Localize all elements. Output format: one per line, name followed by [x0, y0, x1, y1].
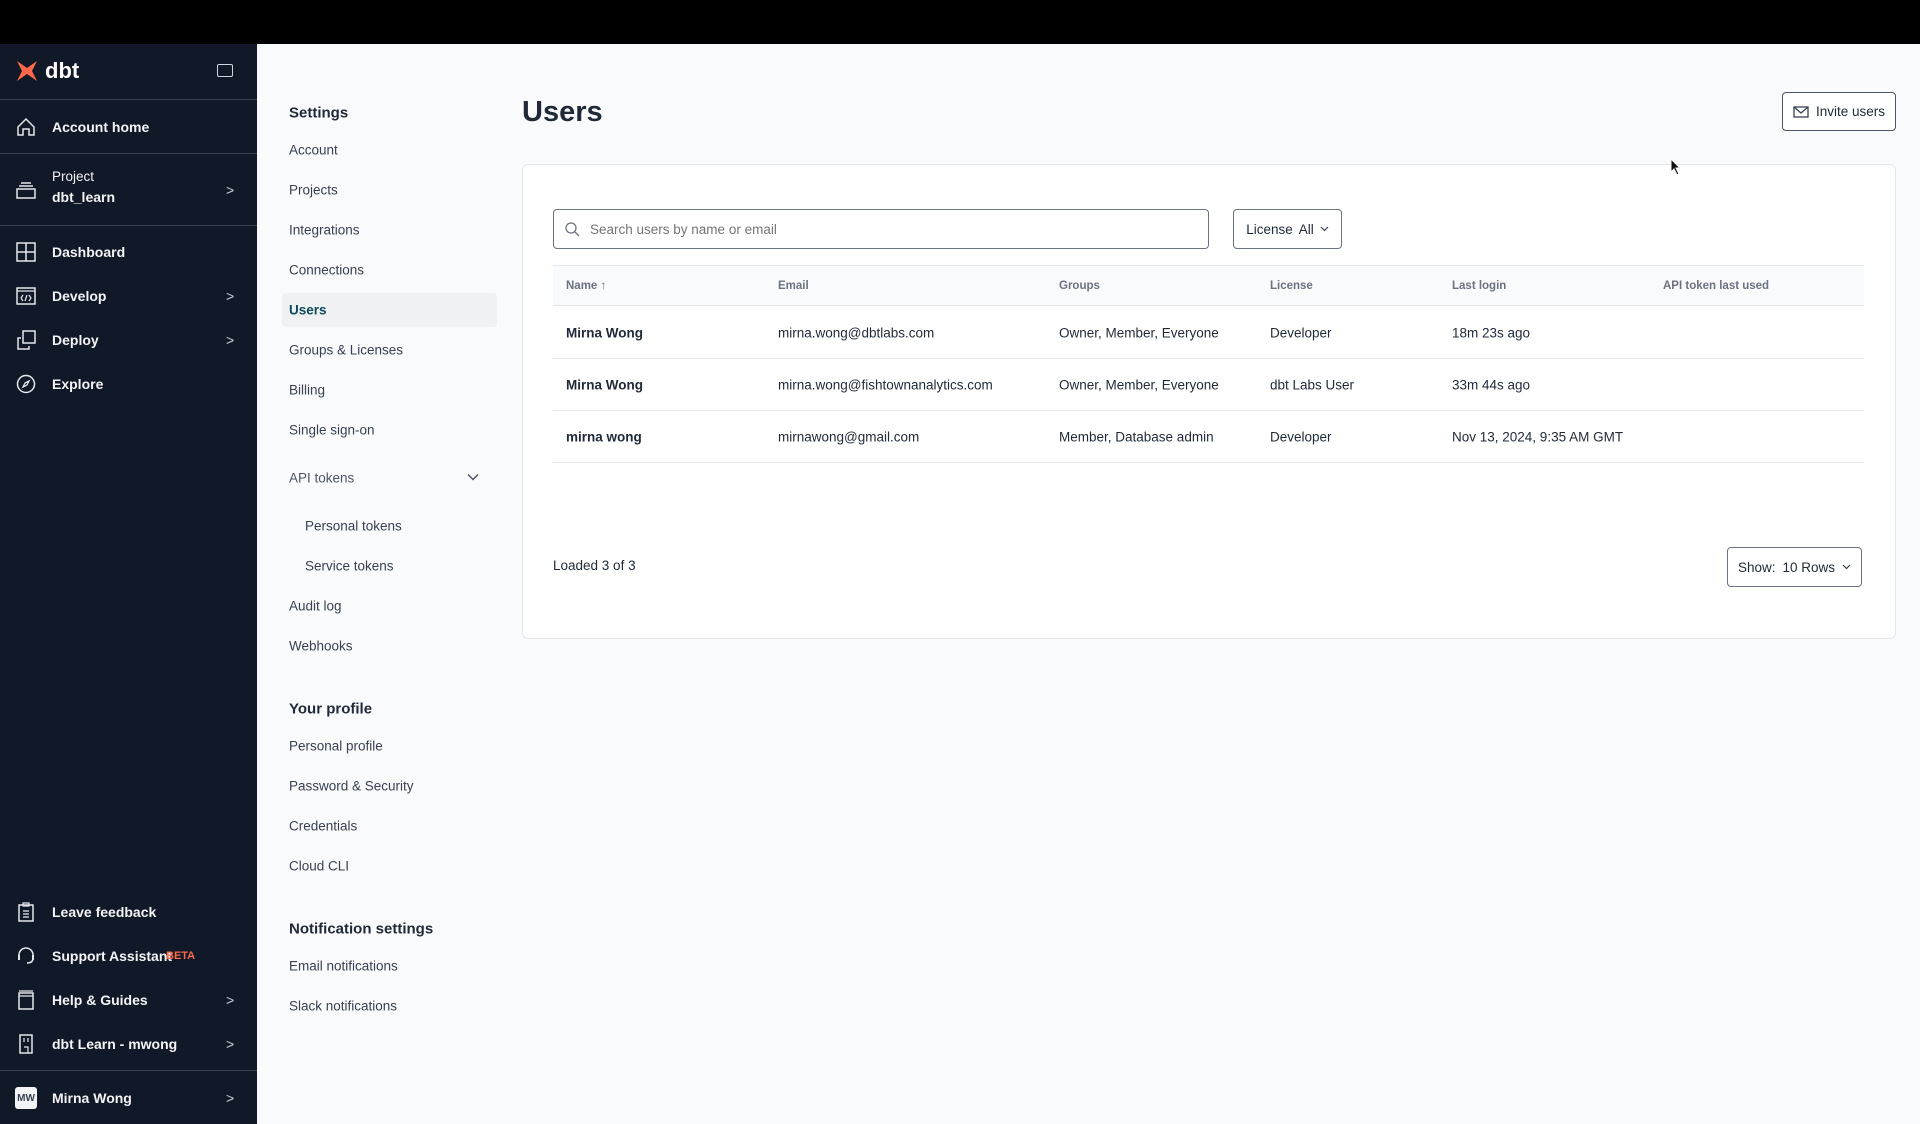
column-header-groups: Groups: [1059, 280, 1100, 292]
sort-ascending-icon: ↑: [600, 280, 607, 292]
clipboard-icon: [15, 901, 37, 923]
invite-users-button[interactable]: Invite users: [1782, 92, 1896, 131]
sidebar-item-leave-feedback[interactable]: Leave feedback: [0, 894, 257, 930]
settings-nav-credentials[interactable]: Credentials: [289, 818, 358, 834]
settings-nav-audit-log[interactable]: Audit log: [289, 598, 342, 614]
dashboard-icon: [15, 241, 37, 263]
row-divider: [553, 410, 1864, 411]
sidebar-item-support-assistant[interactable]: Support Assistant BETA: [0, 938, 257, 974]
column-header-name[interactable]: Name ↑: [566, 280, 607, 292]
compass-icon: [15, 373, 37, 395]
cell-name: mirna wong: [566, 429, 642, 445]
deploy-icon: [15, 329, 37, 351]
cell-last-login: Nov 13, 2024, 9:35 AM GMT: [1452, 429, 1624, 445]
sidebar-item-account-switcher[interactable]: dbt Learn - mwong >: [0, 1026, 257, 1062]
rows-per-page-dropdown[interactable]: Show: 10 Rows: [1727, 547, 1862, 587]
cell-groups: Member, Database admin: [1059, 429, 1214, 445]
settings-nav-personal-tokens[interactable]: Personal tokens: [305, 518, 402, 534]
settings-nav-projects[interactable]: Projects: [289, 182, 338, 198]
table-header: [553, 265, 1864, 306]
row-divider: [553, 358, 1864, 359]
column-header-api-token: API token last used: [1663, 280, 1770, 292]
cell-email: mirnawong@gmail.com: [778, 429, 920, 445]
project-icon: [15, 179, 37, 201]
settings-nav-personal-profile[interactable]: Personal profile: [289, 738, 383, 754]
sidebar-item-explore[interactable]: Explore: [0, 366, 257, 402]
sidebar-item-deploy[interactable]: Deploy >: [0, 322, 257, 358]
settings-nav-email-notifications[interactable]: Email notifications: [289, 958, 398, 974]
chevron-down-icon: [1320, 226, 1329, 232]
settings-nav-users[interactable]: Users: [289, 302, 327, 318]
beta-badge: BETA: [166, 950, 196, 962]
cell-groups: Owner, Member, Everyone: [1059, 377, 1219, 393]
page-title: Users: [522, 96, 603, 128]
mouse-cursor-icon: [1670, 158, 1682, 176]
settings-nav-groups-licenses[interactable]: Groups & Licenses: [289, 342, 404, 358]
headset-icon: [15, 945, 37, 967]
chevron-right-icon: >: [226, 332, 235, 348]
sidebar-item-help-guides[interactable]: Help & Guides >: [0, 982, 257, 1018]
search-users[interactable]: [553, 209, 1209, 249]
cell-license: Developer: [1270, 429, 1332, 445]
settings-nav-slack-notifications[interactable]: Slack notifications: [289, 998, 398, 1014]
sidebar-user-menu[interactable]: MW Mirna Wong >: [0, 1080, 257, 1116]
settings-nav-sso[interactable]: Single sign-on: [289, 422, 375, 438]
chevron-right-icon: >: [226, 288, 235, 304]
cell-name: Mirna Wong: [566, 325, 643, 341]
sidebar-item-project[interactable]: Project dbt_learn >: [0, 165, 257, 215]
cell-email: mirna.wong@fishtownanalytics.com: [778, 377, 993, 393]
settings-nav-account[interactable]: Account: [289, 142, 338, 158]
collapse-sidebar-icon[interactable]: [217, 64, 233, 77]
chevron-down-icon: [1842, 564, 1851, 570]
home-icon: [15, 116, 37, 138]
building-icon: [15, 1033, 37, 1055]
sidebar-item-dashboard[interactable]: Dashboard: [0, 234, 257, 270]
sidebar-item-account-home[interactable]: Account home: [0, 109, 257, 145]
sidebar-item-develop[interactable]: Develop >: [0, 278, 257, 314]
settings-nav-billing[interactable]: Billing: [289, 382, 326, 398]
settings-nav-webhooks[interactable]: Webhooks: [289, 638, 353, 654]
mail-icon: [1793, 105, 1809, 118]
cell-last-login: 18m 23s ago: [1452, 325, 1531, 341]
browser-top-bar: [0, 0, 1920, 44]
sidebar: dbt Account home Project dbt_learn > Das…: [0, 44, 257, 1124]
chevron-right-icon: >: [226, 992, 235, 1008]
chevron-down-icon: [467, 473, 479, 481]
settings-nav-api-tokens[interactable]: API tokens: [289, 471, 479, 486]
settings-nav-connections[interactable]: Connections: [289, 262, 365, 278]
loaded-count: Loaded 3 of 3: [553, 558, 636, 573]
column-header-license: License: [1270, 280, 1313, 292]
dbt-logo[interactable]: dbt: [15, 58, 79, 84]
chevron-right-icon: >: [226, 182, 235, 198]
cell-last-login: 33m 44s ago: [1452, 377, 1531, 393]
chevron-right-icon: >: [226, 1036, 235, 1052]
dbt-logo-icon: [17, 61, 37, 81]
cell-email: mirna.wong@dbtlabs.com: [778, 325, 935, 341]
cell-name: Mirna Wong: [566, 377, 643, 393]
cell-license: dbt Labs User: [1270, 377, 1355, 393]
cell-groups: Owner, Member, Everyone: [1059, 325, 1219, 341]
settings-nav-password-security[interactable]: Password & Security: [289, 778, 414, 794]
column-header-last-login: Last login: [1452, 280, 1507, 292]
chevron-right-icon: >: [226, 1090, 235, 1106]
column-header-email: Email: [778, 280, 809, 292]
row-divider: [553, 462, 1864, 463]
license-filter-dropdown[interactable]: License All: [1233, 209, 1342, 249]
search-input[interactable]: [590, 210, 1190, 248]
avatar: MW: [15, 1087, 37, 1109]
code-icon: [15, 285, 37, 307]
cell-license: Developer: [1270, 325, 1332, 341]
active-nav-highlight: [282, 293, 497, 327]
settings-nav-service-tokens[interactable]: Service tokens: [305, 558, 394, 574]
settings-nav-cloud-cli[interactable]: Cloud CLI: [289, 858, 350, 874]
book-icon: [15, 989, 37, 1011]
settings-nav-integrations[interactable]: Integrations: [289, 222, 360, 238]
search-icon: [565, 222, 580, 237]
